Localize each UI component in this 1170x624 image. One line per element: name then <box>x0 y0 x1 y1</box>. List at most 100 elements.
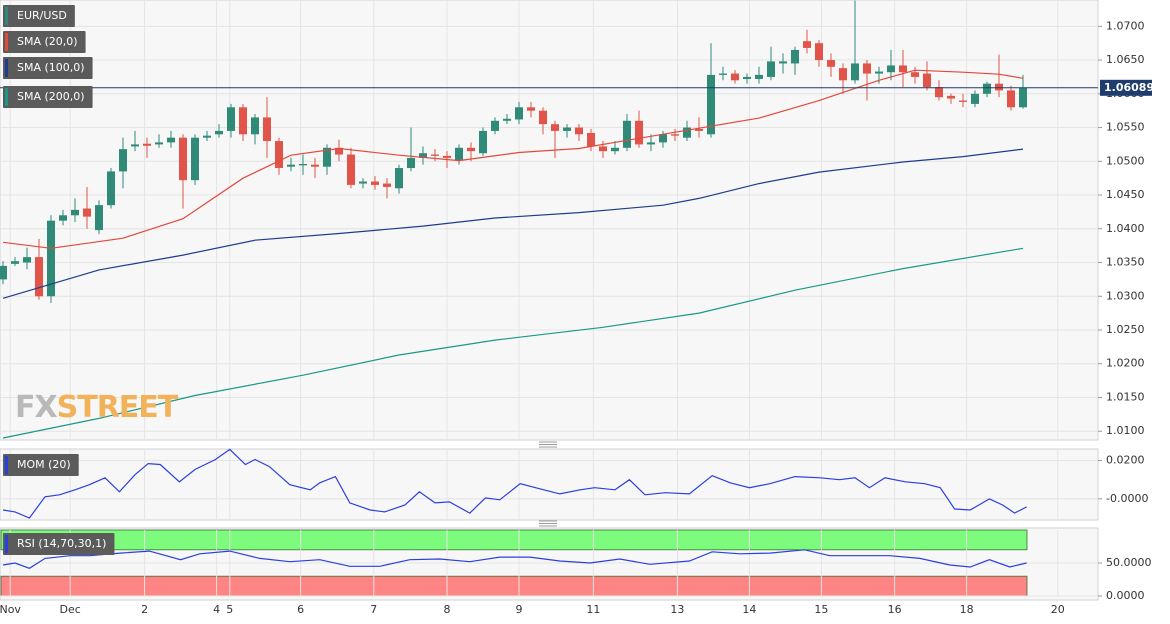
legend-item: RSI (14,70,30,1) <box>3 533 115 555</box>
candle-body <box>611 147 619 152</box>
candle-body <box>1007 90 1015 108</box>
legend-box <box>3 57 93 79</box>
line <box>2 247 1024 439</box>
legend-swatch <box>5 59 8 77</box>
pane-handle <box>539 441 557 527</box>
candle-body <box>275 141 283 169</box>
legend-box <box>3 86 93 108</box>
line <box>2 69 1024 249</box>
candle-body <box>335 147 343 155</box>
legend-label: RSI (14,70,30,1) <box>17 537 106 550</box>
x-tick-label: Nov <box>0 603 21 616</box>
candle-body <box>647 142 655 145</box>
candle-body <box>299 163 307 166</box>
candle-body <box>479 130 487 154</box>
candle-body <box>167 137 175 143</box>
candle-body <box>935 87 943 98</box>
y-tick-label: 0.0200 <box>1106 454 1145 467</box>
legend-item: SMA (200,0) <box>3 86 93 108</box>
watermark: FXSTREET <box>15 390 179 425</box>
y-tick-label: 1.0100 <box>1106 424 1145 437</box>
candle-body <box>707 74 715 135</box>
candle-body <box>959 100 967 102</box>
x-tick-label: 5 <box>226 603 233 616</box>
candle-body <box>455 147 463 160</box>
candle-body <box>635 120 643 145</box>
x-tick-label: 16 <box>888 603 902 616</box>
candle-body <box>323 147 331 167</box>
candle-body <box>503 118 511 121</box>
mom-pane <box>0 448 1099 521</box>
x-tick-label: 4 <box>213 603 220 616</box>
candle-body <box>371 181 379 185</box>
x-tick-label: Dec <box>60 603 81 616</box>
candle-body <box>23 257 31 263</box>
legend-label: SMA (20,0) <box>17 35 78 48</box>
candle-body <box>575 127 583 135</box>
y-tick-label: 1.0650 <box>1106 53 1145 66</box>
candle-body <box>0 265 7 280</box>
candle-body <box>623 120 631 148</box>
candle-body <box>395 168 403 189</box>
candle-body <box>839 68 847 81</box>
price-pane <box>0 0 1099 441</box>
candle-body <box>251 117 259 135</box>
legend-item: EUR/USD <box>3 5 75 27</box>
candle-body <box>971 93 979 104</box>
legend-swatch <box>5 33 8 51</box>
x-tick-label: 20 <box>1051 603 1065 616</box>
legend-label: EUR/USD <box>17 9 67 22</box>
candle-body <box>827 60 835 67</box>
line <box>2 448 1027 519</box>
candle-body <box>47 220 55 297</box>
candle-body <box>659 134 667 143</box>
candle-body <box>551 124 559 131</box>
candle-body <box>671 134 679 136</box>
candle-body <box>515 107 523 120</box>
candle-body <box>539 110 547 125</box>
legend-label: SMA (100,0) <box>17 61 85 74</box>
candle-body <box>443 155 451 158</box>
legend-label: SMA (200,0) <box>17 90 85 103</box>
candle-body <box>875 71 883 74</box>
y-tick-label: 1.0400 <box>1106 222 1145 235</box>
candle-body <box>347 154 355 185</box>
candle-body <box>407 157 415 169</box>
y-tick-label: 1.0450 <box>1106 188 1145 201</box>
candle-body <box>899 65 907 73</box>
candle-body <box>119 149 127 172</box>
candle-body <box>143 143 151 146</box>
candle-body <box>311 164 319 167</box>
candle-body <box>179 137 187 181</box>
candle-body <box>419 153 427 158</box>
y-tick-label: 0.0000 <box>1106 589 1145 602</box>
x-tick-label: 9 <box>516 603 523 616</box>
candle-body <box>731 73 739 81</box>
y-tick-label: 1.0550 <box>1106 121 1145 134</box>
legend-box <box>3 5 75 27</box>
candle-body <box>1019 87 1027 108</box>
x-tick-label: 7 <box>370 603 377 616</box>
candle-body <box>599 146 607 152</box>
legend-swatch <box>5 535 8 553</box>
watermark-fx: FX <box>15 390 57 425</box>
x-tick-label: 18 <box>960 603 974 616</box>
candle-body <box>983 83 991 94</box>
candle-body <box>287 164 295 167</box>
candle-body <box>215 130 223 135</box>
y-tick-label: 50.0000 <box>1106 556 1152 569</box>
legend-box <box>3 31 86 53</box>
candle-body <box>71 209 79 216</box>
candle-body <box>755 74 763 79</box>
candle-body <box>803 41 811 48</box>
candle-body <box>227 107 235 131</box>
candle-body <box>923 73 931 88</box>
candle-body <box>467 147 475 152</box>
y-tick-label: 1.0300 <box>1106 289 1145 302</box>
candle-body <box>239 107 247 135</box>
candle-body <box>35 257 43 297</box>
candle-body <box>767 61 775 77</box>
last-price-box <box>1100 79 1152 96</box>
candle-body <box>947 95 955 99</box>
